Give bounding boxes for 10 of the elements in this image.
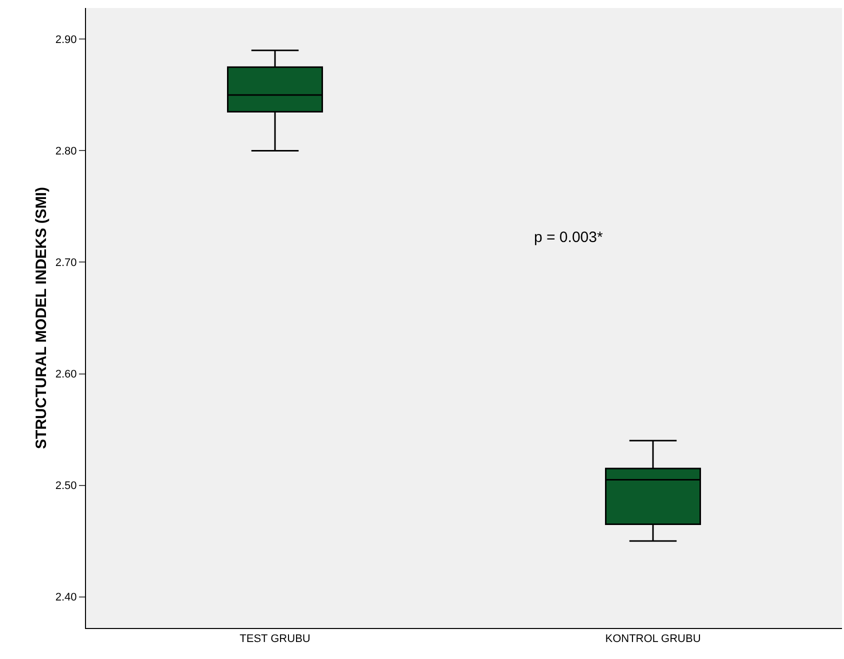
- y-axis-title: STRUCTURAL MODEL INDEKS (SMI): [33, 187, 50, 449]
- y-tick-label: 2.60: [55, 368, 77, 381]
- y-tick-label: 2.90: [55, 34, 77, 46]
- annotation: p = 0.003*: [534, 229, 603, 246]
- y-tick-label: 2.70: [55, 257, 77, 270]
- x-tick-label: KONTROL GRUBU: [605, 633, 701, 646]
- y-tick-label: 2.80: [55, 146, 77, 158]
- y-tick-label: 2.50: [55, 480, 77, 492]
- y-tick-label: 2.40: [55, 592, 77, 604]
- x-tick-label: TEST GRUBU: [240, 633, 310, 646]
